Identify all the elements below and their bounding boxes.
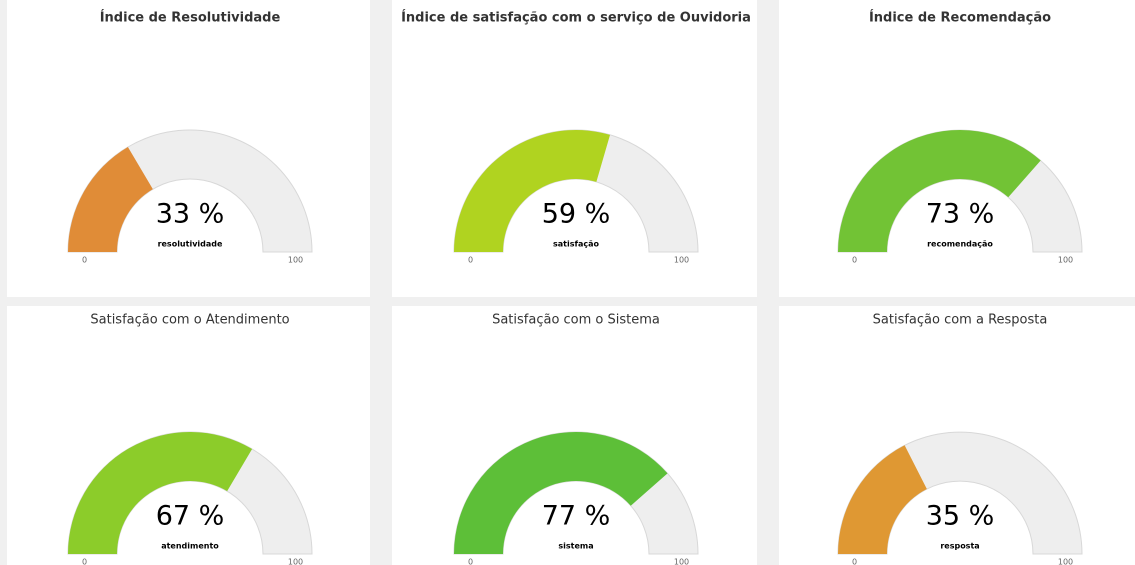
gauge-name: recomendação [927, 240, 993, 249]
gauge-value [68, 146, 153, 252]
tick-label: 0 [82, 558, 87, 565]
tick-label: 0 [468, 558, 473, 565]
chart-title: Satisfação com o Atendimento [90, 313, 289, 328]
gauge-name: resolutividade [158, 240, 223, 249]
gauge-value [454, 130, 611, 252]
gauge-name: sistema [558, 542, 593, 551]
gauge-value [454, 431, 668, 554]
value-label: 35 % [926, 501, 995, 532]
tick-label: 100 [1058, 558, 1073, 565]
value-label: 59 % [542, 199, 611, 230]
tick-label: 0 [852, 256, 857, 265]
chart-title: Índice de Resolutividade [100, 10, 281, 26]
value-label: 77 % [542, 501, 611, 532]
gauge-name: satisfação [553, 240, 600, 249]
tick-label: 100 [288, 558, 303, 565]
tick-label: 100 [674, 256, 689, 265]
gauge-value [68, 432, 253, 554]
chart-title: Satisfação com a Resposta [873, 313, 1048, 328]
tick-label: 0 [852, 558, 857, 565]
gauge-name: resposta [940, 542, 979, 551]
tick-label: 100 [288, 256, 303, 265]
tick-label: 0 [82, 256, 87, 265]
gauge-value [838, 130, 1041, 252]
tick-label: 100 [674, 558, 689, 565]
chart-title: Índice de satisfação com o serviço de Ou… [401, 10, 751, 26]
tick-label: 0 [468, 256, 473, 265]
chart-title: Satisfação com o Sistema [492, 313, 660, 328]
value-label: 73 % [926, 199, 995, 230]
gauge-name: atendimento [161, 542, 219, 551]
tick-label: 100 [1058, 256, 1073, 265]
value-label: 67 % [156, 501, 225, 532]
chart-title: Índice de Recomendação [869, 10, 1051, 26]
value-label: 33 % [156, 199, 225, 230]
gauge-value [838, 445, 927, 554]
